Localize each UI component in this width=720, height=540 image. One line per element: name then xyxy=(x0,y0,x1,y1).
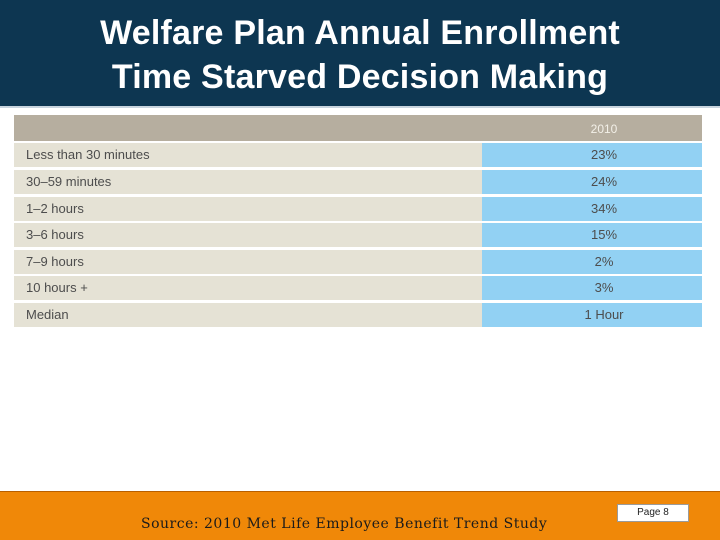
row-value: 1 Hour xyxy=(482,303,702,327)
table-row: 1–2 hours 34% xyxy=(14,197,702,221)
row-label: 30–59 minutes xyxy=(14,170,482,194)
page-number-box: Page 8 xyxy=(617,504,689,522)
table-row: 3–6 hours 15% xyxy=(14,223,702,247)
row-value: 2% xyxy=(482,250,702,274)
row-label: 10 hours + xyxy=(14,276,482,300)
slide-title-line-2: Time Starved Decision Making xyxy=(111,58,609,96)
row-value: 23% xyxy=(482,143,702,167)
table-header-row: 2010 xyxy=(14,115,702,141)
source-citation: Source: 2010 Met Life Employee Benefit T… xyxy=(141,516,548,532)
year-column-header: 2010 xyxy=(590,122,618,136)
enrollment-time-table: 2010 Less than 30 minutes 23% 30–59 minu… xyxy=(14,115,702,330)
row-label: Median xyxy=(14,303,482,327)
row-label: 1–2 hours xyxy=(14,197,482,221)
table-row: 30–59 minutes 24% xyxy=(14,170,702,194)
row-value: 15% xyxy=(482,223,702,247)
table-row: Less than 30 minutes 23% xyxy=(14,143,702,167)
slide-title-line-1: Welfare Plan Annual Enrollment xyxy=(100,14,620,52)
row-value: 34% xyxy=(482,197,702,221)
table-row: 10 hours + 3% xyxy=(14,276,702,300)
row-label: Less than 30 minutes xyxy=(14,143,482,167)
row-value: 3% xyxy=(482,276,702,300)
row-label: 7–9 hours xyxy=(14,250,482,274)
table-row: Median 1 Hour xyxy=(14,303,702,327)
table-row: 7–9 hours 2% xyxy=(14,250,702,274)
row-label: 3–6 hours xyxy=(14,223,482,247)
row-value: 24% xyxy=(482,170,702,194)
title-band: Welfare Plan Annual Enrollment Time Star… xyxy=(0,0,720,108)
footer-band: Source: 2010 Met Life Employee Benefit T… xyxy=(0,491,720,540)
